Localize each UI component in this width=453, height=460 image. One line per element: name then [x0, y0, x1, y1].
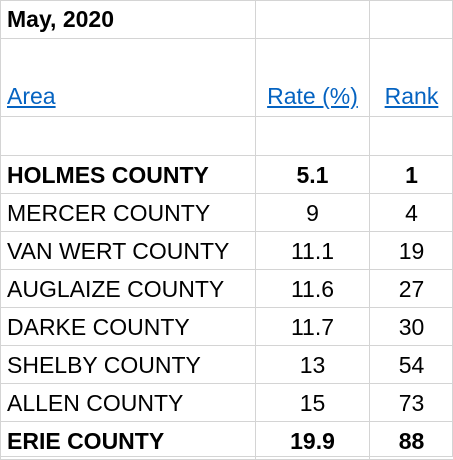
rate-cell[interactable]: 5.1: [256, 156, 370, 194]
rank-cell[interactable]: 27: [370, 270, 453, 308]
rank-cell[interactable]: 73: [370, 384, 453, 422]
empty-cell[interactable]: [370, 1, 453, 39]
rank-cell[interactable]: 88: [370, 422, 453, 460]
sheet-title[interactable]: May, 2020: [1, 1, 256, 39]
area-cell[interactable]: MERCER COUNTY: [1, 194, 256, 232]
rank-cell[interactable]: 30: [370, 308, 453, 346]
rank-cell[interactable]: 4: [370, 194, 453, 232]
rank-header-link[interactable]: Rank: [385, 83, 439, 109]
area-cell[interactable]: SHELBY COUNTY: [1, 346, 256, 384]
rank-cell[interactable]: 19: [370, 232, 453, 270]
rank-cell[interactable]: 54: [370, 346, 453, 384]
title-row: May, 2020: [1, 1, 453, 39]
rate-cell[interactable]: 15: [256, 384, 370, 422]
empty-cell[interactable]: [256, 117, 370, 156]
blank-row: [1, 117, 453, 156]
area-cell[interactable]: AUGLAIZE COUNTY: [1, 270, 256, 308]
area-cell[interactable]: HOLMES COUNTY: [1, 156, 256, 194]
header-cell-rank[interactable]: Rank: [370, 39, 453, 117]
empty-cell[interactable]: [256, 1, 370, 39]
header-row: Area Rate (%) Rank: [1, 39, 453, 117]
rank-cell[interactable]: 1: [370, 156, 453, 194]
rate-cell[interactable]: 13: [256, 346, 370, 384]
area-cell[interactable]: ERIE COUNTY: [1, 422, 256, 460]
area-cell[interactable]: DARKE COUNTY: [1, 308, 256, 346]
empty-cell[interactable]: [370, 117, 453, 156]
header-cell-area[interactable]: Area: [1, 39, 256, 117]
area-cell[interactable]: ALLEN COUNTY: [1, 384, 256, 422]
rate-cell[interactable]: 11.1: [256, 232, 370, 270]
rate-cell[interactable]: 11.7: [256, 308, 370, 346]
rate-cell[interactable]: 11.6: [256, 270, 370, 308]
area-cell[interactable]: VAN WERT COUNTY: [1, 232, 256, 270]
rate-cell[interactable]: 19.9: [256, 422, 370, 460]
rate-header-link[interactable]: Rate (%): [267, 83, 358, 109]
area-header-link[interactable]: Area: [7, 83, 56, 109]
header-cell-rate[interactable]: Rate (%): [256, 39, 370, 117]
empty-cell[interactable]: [1, 117, 256, 156]
rate-cell[interactable]: 9: [256, 194, 370, 232]
